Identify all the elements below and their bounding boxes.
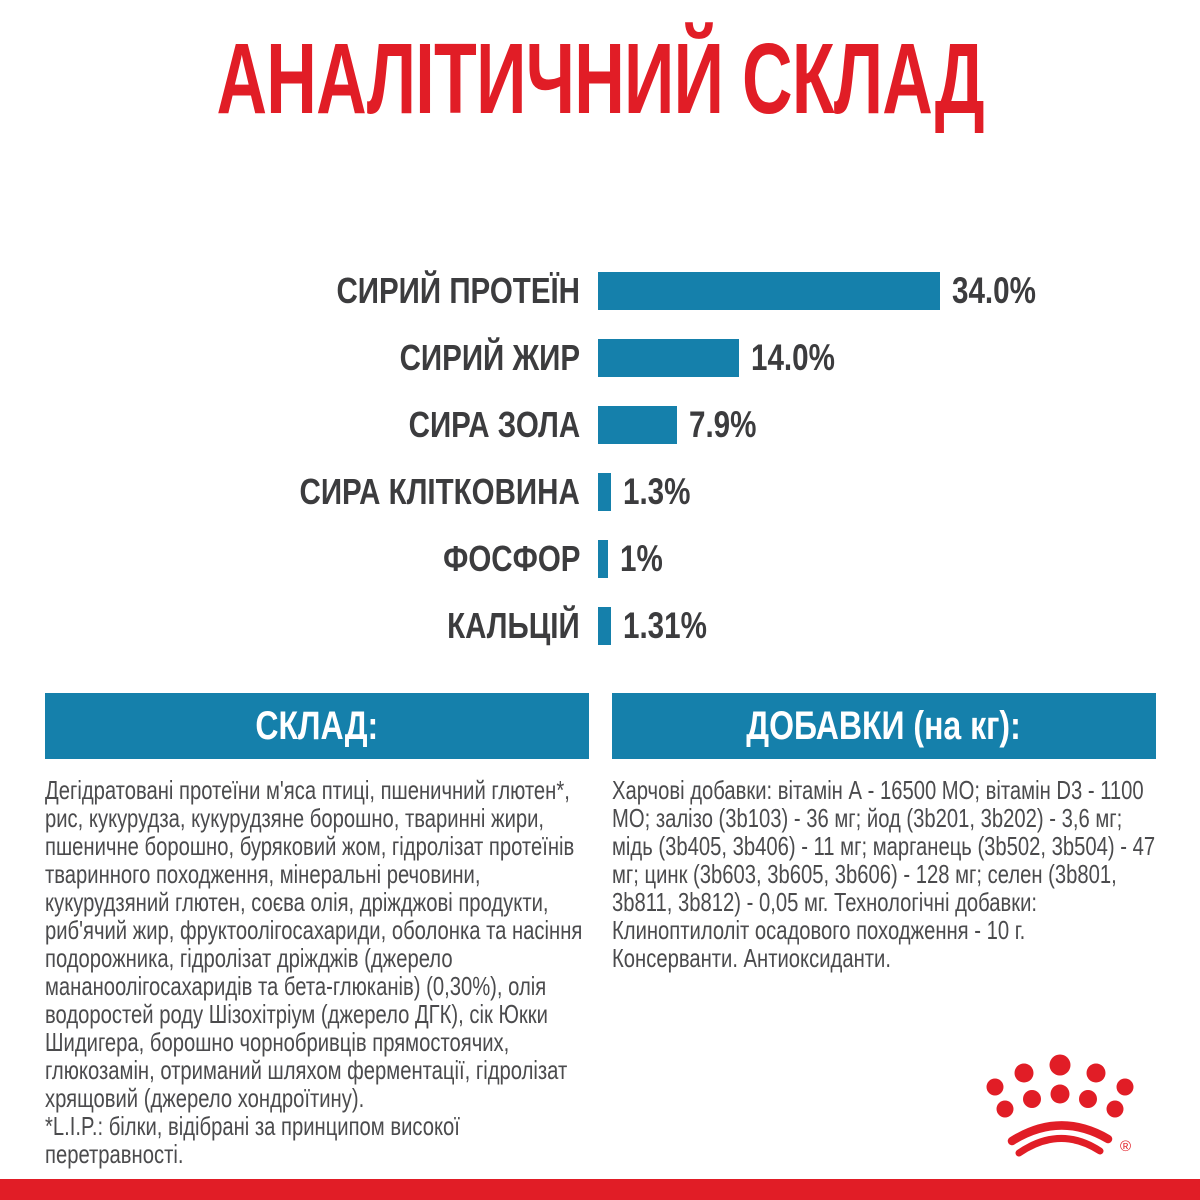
additives-column: ДОБАВКИ (на кг): Харчові добавки: вітамі… — [612, 693, 1156, 1168]
chart-category-label: ФОСФОР — [442, 538, 580, 579]
additives-header: ДОБАВКИ (на кг): — [612, 693, 1156, 759]
chart-bar — [598, 473, 611, 511]
chart-bar — [598, 339, 739, 377]
additives-text: Харчові добавки: вітамін А - 16500 МО; в… — [612, 775, 1156, 973]
chart-row: СИРИЙ ПРОТЕЇН 34.0% — [40, 270, 1160, 312]
chart-category-label: КАЛЬЦІЙ — [447, 605, 580, 646]
chart-bar — [598, 540, 608, 578]
composition-header-label: СКЛАД: — [255, 704, 379, 748]
footer-accent-bar — [0, 1179, 1200, 1200]
chart-bar — [598, 607, 611, 645]
chart-label-cell: СИРИЙ ЖИР — [40, 337, 580, 379]
chart-label-cell: КАЛЬЦІЙ — [40, 605, 580, 647]
additives-body: Харчові добавки: вітамін А - 16500 МО; в… — [612, 776, 1157, 972]
chart-row: СИРА КЛІТКОВИНА 1.3% — [40, 471, 1160, 513]
chart-bar — [598, 406, 677, 444]
crown-base-arcs — [1007, 1121, 1113, 1157]
chart-category-label: СИРА ЗОЛА — [408, 404, 580, 445]
chart-value-label: 1.31% — [623, 605, 707, 646]
chart-category-label: СИРА КЛІТКОВИНА — [299, 471, 580, 512]
composition-text: Дегідратовані протеїни м'яса птиці, пшен… — [45, 775, 583, 1113]
crown-dots — [986, 1054, 1134, 1118]
composition-header: СКЛАД: — [45, 693, 589, 759]
sections: СКЛАД: Дегідратовані протеїни м'яса птиц… — [45, 693, 1156, 1168]
chart-value-label: 34.0% — [952, 270, 1036, 311]
chart-row: ФОСФОР 1% — [40, 538, 1160, 580]
chart-value-label: 1.3% — [623, 471, 691, 512]
chart-row: КАЛЬЦІЙ 1.31% — [40, 605, 1160, 647]
page-title: АНАЛІТИЧНИЙ СКЛАД — [216, 23, 984, 135]
composition-column: СКЛАД: Дегідратовані протеїни м'яса птиц… — [45, 693, 589, 1168]
chart-value-label: 7.9% — [689, 404, 757, 445]
chart-category-label: СИРИЙ ЖИР — [399, 337, 580, 378]
chart-label-cell: ФОСФОР — [40, 538, 580, 580]
royal-canin-crown-logo: ® — [986, 1054, 1134, 1157]
bar-chart: СИРИЙ ПРОТЕЇН 34.0% СИРИЙ ЖИР 14.0% СИРА ЗОЛ… — [40, 270, 1160, 674]
additives-header-label: ДОБАВКИ (на кг): — [746, 704, 1022, 748]
composition-body: Дегідратовані протеїни м'яса птиці, пшен… — [45, 776, 590, 1168]
chart-label-cell: СИРА КЛІТКОВИНА — [40, 471, 580, 513]
chart-value-label: 1% — [620, 538, 663, 579]
chart-value-label: 14.0% — [751, 337, 835, 378]
registered-mark: ® — [1120, 1138, 1131, 1155]
chart-label-cell: СИРА ЗОЛА — [40, 404, 580, 446]
composition-footnote: *L.I.P.: білки, відібрані за принципом в… — [45, 1111, 460, 1169]
chart-label-cell: СИРИЙ ПРОТЕЇН — [40, 270, 580, 312]
chart-bar — [598, 272, 940, 310]
chart-category-label: СИРИЙ ПРОТЕЇН — [336, 270, 580, 311]
chart-row: СИРА ЗОЛА 7.9% — [40, 404, 1160, 446]
chart-row: СИРИЙ ЖИР 14.0% — [40, 337, 1160, 379]
